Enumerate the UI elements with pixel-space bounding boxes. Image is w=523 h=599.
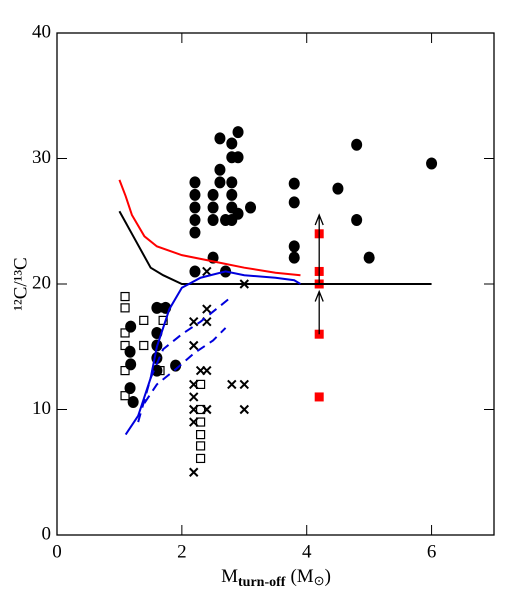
star-point: [195, 404, 206, 415]
y-tick-label: 40: [32, 21, 51, 42]
star-point: [139, 340, 149, 351]
star-point: [195, 453, 206, 464]
star-point: [214, 132, 226, 145]
lower-limit-arrow: [314, 289, 324, 335]
star-point: [426, 157, 438, 170]
star-point: [226, 176, 238, 189]
star-point: [120, 340, 130, 351]
y-tick-label: 20: [32, 272, 51, 293]
star-point: [189, 226, 201, 239]
star-point: [202, 404, 212, 415]
star-point: [189, 379, 199, 390]
star-point: [232, 126, 244, 139]
star-point: [189, 404, 199, 415]
star-point: [288, 177, 300, 190]
model-line: [118, 179, 301, 277]
model-line: [124, 270, 301, 436]
star-point: [207, 213, 219, 226]
star-point: [214, 163, 226, 176]
star-point: [120, 291, 130, 302]
star-point: [202, 365, 212, 376]
star-point: [195, 430, 206, 440]
star-point: [214, 176, 226, 189]
x-label-part: turn-off: [238, 575, 286, 590]
star-point: [288, 251, 300, 264]
star-point: [151, 364, 163, 377]
star-point: [125, 358, 137, 371]
star-point: [189, 176, 201, 189]
x-label-part: ⊙: [314, 573, 325, 588]
star-point: [332, 182, 344, 195]
star-point: [232, 151, 244, 164]
model-line: [118, 210, 432, 285]
star-point: [158, 315, 168, 325]
star-point: [189, 340, 199, 351]
star-point: [189, 265, 201, 278]
x-tick-label: 2: [177, 541, 187, 562]
star-point: [202, 266, 212, 277]
star-point: [288, 196, 300, 209]
y-axis-label: ¹²C/¹³C: [10, 257, 31, 310]
star-point: [207, 201, 219, 214]
star-point: [195, 417, 206, 427]
star-point: [189, 316, 199, 327]
star-point: [170, 359, 182, 372]
star-point: [220, 213, 232, 226]
star-point: [195, 379, 206, 389]
star-point: [226, 188, 238, 201]
star-point: [363, 251, 375, 264]
star-point: [239, 404, 249, 415]
y-tick-label: 30: [32, 147, 51, 168]
star-point: [202, 304, 212, 314]
star-point: [239, 379, 249, 390]
star-point: [189, 467, 199, 477]
star-point: [288, 240, 300, 253]
star-point: [207, 188, 219, 201]
x-axis-label: Mturn-off (M⊙): [221, 566, 331, 590]
star-point: [139, 315, 149, 325]
star-point: [189, 392, 199, 402]
star-point: [120, 391, 130, 401]
x-tick-label: 4: [302, 541, 312, 562]
x-label-part: M: [221, 566, 238, 587]
star-point: [195, 441, 206, 451]
star-point: [189, 213, 201, 226]
star-point: [189, 417, 199, 427]
star-point: [227, 379, 237, 390]
star-point: [226, 137, 238, 150]
star-point: [124, 345, 136, 358]
star-point: [314, 392, 324, 402]
y-tick-label: 10: [32, 398, 51, 419]
star-point: [189, 188, 201, 201]
y-tick-label: 0: [42, 523, 52, 544]
star-point: [124, 382, 136, 395]
star-point: [120, 328, 130, 338]
model-line: [137, 295, 233, 423]
star-point: [127, 395, 139, 408]
star-point: [155, 365, 165, 376]
star-point: [125, 320, 137, 333]
star-point: [120, 303, 130, 313]
star-point: [232, 207, 244, 220]
x-label-part: (M: [290, 566, 313, 587]
star-point: [189, 201, 201, 214]
star-point: [351, 213, 363, 226]
x-tick-label: 0: [52, 541, 62, 562]
star-point: [120, 365, 130, 376]
x-tick-label: 6: [427, 541, 437, 562]
x-label-part: ): [325, 566, 331, 587]
star-point: [351, 138, 363, 151]
star-point: [245, 201, 257, 214]
star-point: [158, 303, 168, 313]
lower-limit-arrow: [314, 213, 324, 284]
model-line: [143, 327, 227, 404]
